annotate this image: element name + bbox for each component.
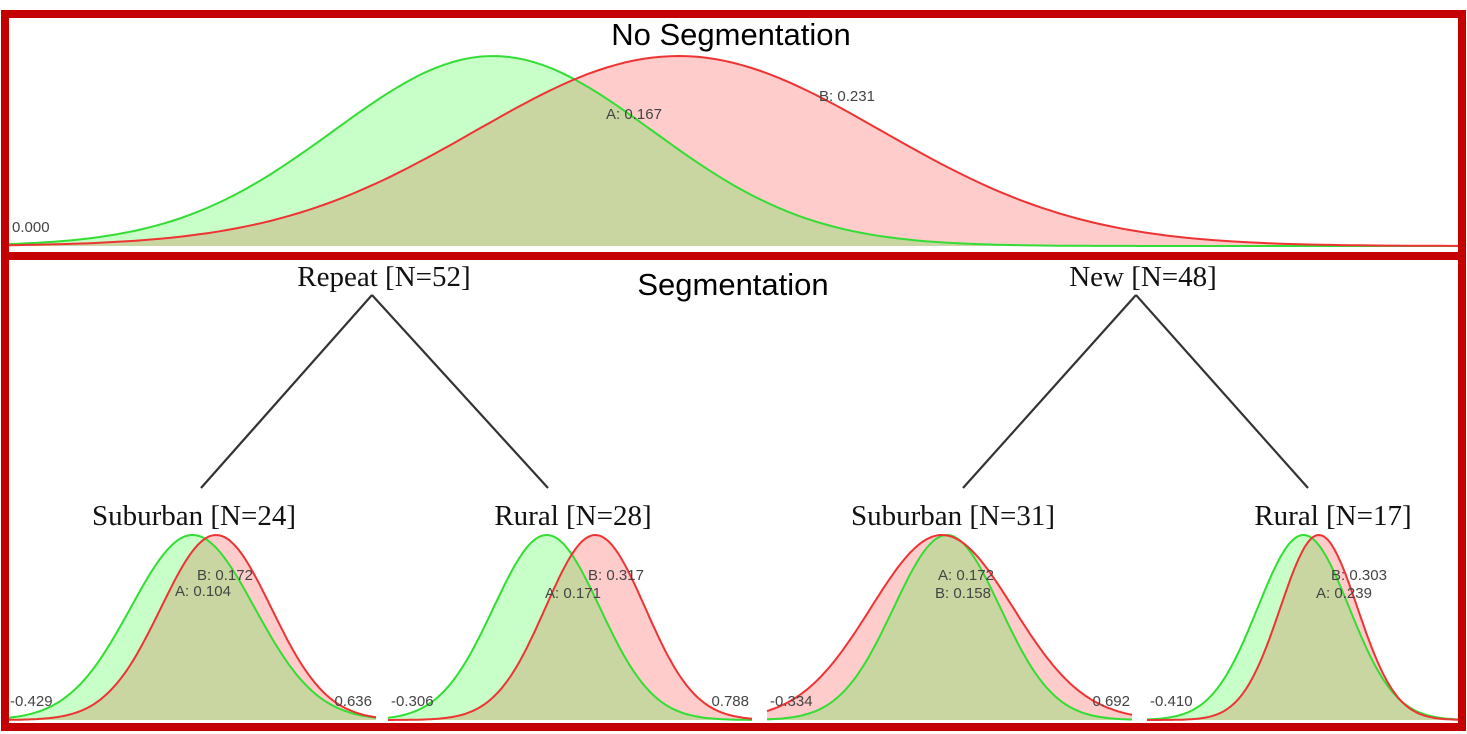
tree-branches: [200, 294, 1309, 489]
tick-label: -0.429: [10, 693, 53, 710]
branch-repeat-rural: [371, 294, 549, 489]
tree-leaf-new-rural: Rural [N=17]: [1254, 500, 1411, 532]
tick-label: 0.788: [711, 693, 749, 710]
value-label-B: B: 0.172: [197, 567, 253, 584]
bottom-panel-frame: [1, 252, 1466, 731]
tree-node-new: New [N=48]: [1069, 261, 1217, 293]
bottom-panel-title: Segmentation: [637, 267, 828, 302]
overlap-area: [1147, 538, 1458, 720]
tree-node-repeat: Repeat [N=52]: [297, 261, 470, 293]
branch-repeat-suburban: [200, 294, 373, 489]
value-label-B: B: 0.317: [588, 567, 644, 584]
tree-leaf-new-suburban: Suburban [N=31]: [851, 500, 1055, 532]
tree-leaf-repeat-rural: Rural [N=28]: [494, 500, 651, 532]
value-label-B: B: 0.303: [1331, 567, 1387, 584]
density-plot-0: A: 0.167 B: 0.231 0.000: [8, 54, 1458, 247]
series-A-curve: [8, 533, 377, 719]
value-label-A: A: 0.167: [606, 106, 662, 123]
value-label-B: B: 0.158: [935, 585, 991, 602]
overlap-area: [9, 81, 1458, 246]
tick-label: 0.692: [1092, 693, 1130, 710]
series-B-curve: [1147, 533, 1458, 721]
tick-label: -0.334: [770, 693, 813, 710]
tick-label: 0.000: [12, 219, 50, 236]
value-label-B: B: 0.231: [819, 88, 875, 105]
value-label-A: A: 0.171: [545, 585, 601, 602]
tick-label: 0.636: [334, 693, 372, 710]
top-density-plot: A: 0.167 B: 0.231 0.000: [8, 54, 1458, 247]
tree-leaf-repeat-suburban: Suburban [N=24]: [92, 500, 296, 532]
branch-new-rural: [1135, 294, 1309, 489]
value-label-A: A: 0.172: [938, 567, 994, 584]
series-B-curve: [9, 533, 377, 721]
value-label-A: A: 0.104: [175, 583, 231, 600]
series-B-curve: [766, 534, 1133, 716]
tick-label: -0.410: [1150, 693, 1193, 710]
tick-label: -0.306: [391, 693, 434, 710]
branch-new-suburban: [962, 294, 1137, 489]
series-B-curve: [8, 54, 1458, 247]
value-label-A: A: 0.239: [1316, 585, 1372, 602]
series-A-curve: [387, 533, 752, 721]
overlap-area: [9, 539, 376, 720]
series-B-curve: [388, 533, 753, 721]
top-panel-title: No Segmentation: [611, 17, 851, 52]
series-A-curve: [8, 55, 1458, 247]
overlap-area: [388, 555, 752, 720]
